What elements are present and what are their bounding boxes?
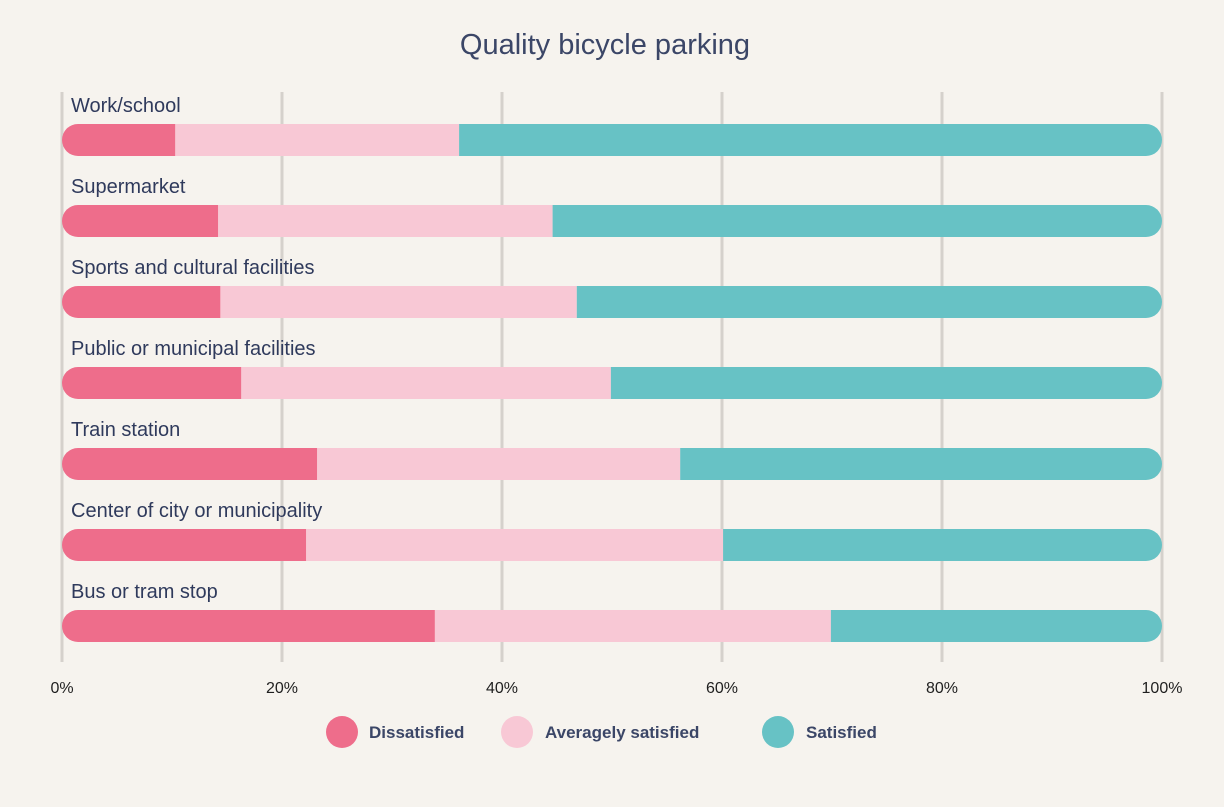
bar-segment-dissatisfied[interactable] [62,205,219,237]
bar-segment-dissatisfied[interactable] [62,448,318,480]
bar-segment-averagely-satisfied[interactable] [241,367,611,399]
x-tick-label: 0% [50,680,73,697]
bar-segment-dissatisfied[interactable] [62,124,176,156]
bar-row [62,205,1162,237]
category-label: Work/school [71,95,181,117]
x-tick-label: 40% [486,680,518,697]
x-tick-label: 20% [266,680,298,697]
bar-segment-averagely-satisfied[interactable] [317,448,681,480]
bar-segment-averagely-satisfied[interactable] [175,124,460,156]
bar-segment-averagely-satisfied[interactable] [434,610,831,642]
bar-segment-dissatisfied[interactable] [62,529,307,561]
bar-row [62,610,1162,642]
bar-segment-dissatisfied[interactable] [62,367,242,399]
legend-swatch [326,716,358,748]
category-label: Center of city or municipality [71,500,322,522]
legend-label: Averagely satisfied [545,723,699,742]
bar-segment-averagely-satisfied[interactable] [220,286,577,318]
x-tick-label: 80% [926,680,958,697]
x-tick-label: 100% [1142,680,1183,697]
legend-item-dissatisfied[interactable]: Dissatisfied [326,716,464,748]
x-axis: 0% 20% 40% 60% 80% 100% [50,680,1182,697]
legend-label: Dissatisfied [369,723,464,742]
bars: Work/school Supermarket Sports and cultura… [62,95,1162,642]
bar-segment-satisfied[interactable] [830,610,1162,642]
bar-segment-dissatisfied[interactable] [62,610,435,642]
bar-row [62,367,1162,399]
x-tick-label: 60% [706,680,738,697]
category-label: Public or municipal facilities [71,338,316,360]
bar-segment-dissatisfied[interactable] [62,286,221,318]
category-label: Supermarket [71,176,186,198]
bar-row [62,529,1162,561]
chart-title: Quality bicycle parking [460,29,750,61]
legend-item-averagely-satisfied[interactable]: Averagely satisfied [501,716,699,748]
bar-segment-averagely-satisfied[interactable] [218,205,553,237]
bar-row [62,286,1162,318]
bar-segment-averagely-satisfied[interactable] [306,529,724,561]
legend-swatch [501,716,533,748]
bar-segment-satisfied[interactable] [680,448,1162,480]
legend-item-satisfied[interactable]: Satisfied [762,716,877,748]
category-label: Bus or tram stop [71,581,218,603]
bar-segment-satisfied[interactable] [610,367,1162,399]
bar-segment-satisfied[interactable] [576,286,1162,318]
bar-segment-satisfied[interactable] [459,124,1162,156]
category-label: Sports and cultural facilities [71,257,314,279]
bar-segment-satisfied[interactable] [552,205,1162,237]
bar-row [62,124,1162,156]
legend-swatch [762,716,794,748]
legend-label: Satisfied [806,723,877,742]
category-label: Train station [71,419,180,441]
bar-segment-satisfied[interactable] [723,529,1162,561]
bar-row [62,448,1162,480]
legend[interactable]: Dissatisfied Averagely satisfied Satisfied [326,716,877,748]
